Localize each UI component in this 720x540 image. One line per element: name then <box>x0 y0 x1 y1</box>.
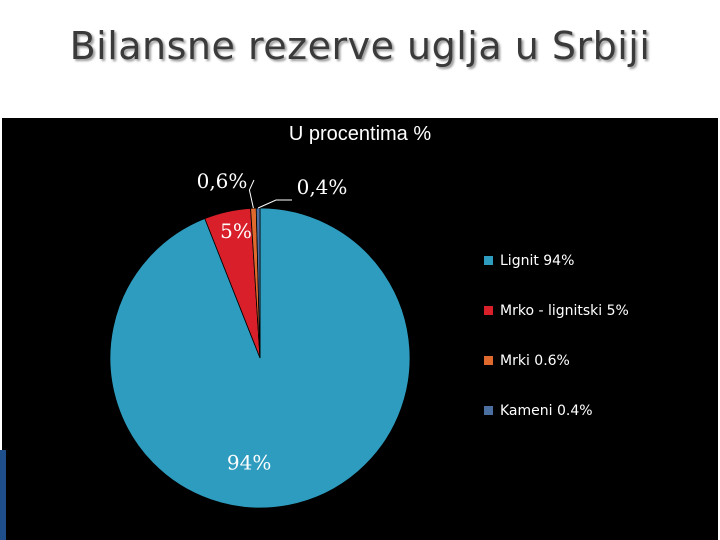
legend-label-lignit: Lignit 94% <box>500 253 574 269</box>
left-edge-stripe <box>0 450 6 540</box>
data-label-kameni: 0,4% <box>297 175 348 199</box>
leader-line-mrki <box>248 179 255 209</box>
data-label-lignit: 94% <box>227 450 271 474</box>
legend-swatch-mrki <box>484 356 493 365</box>
legend-label-mrki: Mrki 0.6% <box>500 353 570 369</box>
leader-line-kameni <box>257 199 292 209</box>
legend-swatch-kameni <box>484 406 493 415</box>
data-label-mrko-lignitski: 5% <box>220 219 252 243</box>
pie-slice-kameni <box>255 207 261 359</box>
legend-label-mrko-lignitski: Mrko - lignitski 5% <box>500 303 629 319</box>
pie-chart: U procentima % 94% 5% 0,6% 0,4% Lignit 94% M… <box>109 123 629 509</box>
legend-label-kameni: Kameni 0.4% <box>500 403 593 419</box>
legend-swatch-mrko-lignitski <box>484 306 493 315</box>
data-label-mrki: 0,6% <box>197 169 248 193</box>
chart-title: U procentima % <box>289 123 431 145</box>
chart-area: U procentima % 94% 5% 0,6% 0,4% Lignit 94% M… <box>2 118 718 540</box>
legend-swatch-lignit <box>484 256 493 265</box>
slide-title: Bilansne rezerve uglja u Srbiji <box>69 24 651 68</box>
